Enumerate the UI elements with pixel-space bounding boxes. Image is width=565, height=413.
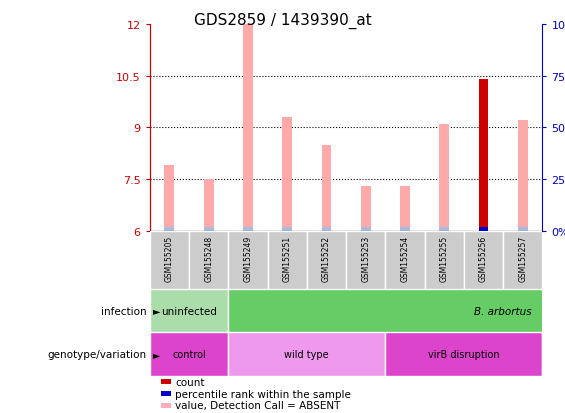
Text: virB disruption: virB disruption	[428, 349, 499, 359]
Text: GSM155256: GSM155256	[479, 235, 488, 282]
Text: GSM155255: GSM155255	[440, 235, 449, 282]
Text: GSM155254: GSM155254	[401, 235, 410, 282]
Bar	[440, 227, 449, 231]
Bar	[400, 227, 410, 231]
Text: GSM155251: GSM155251	[282, 235, 292, 281]
Text: genotype/variation: genotype/variation	[48, 349, 147, 359]
Bar	[164, 166, 174, 231]
Bar	[385, 332, 542, 376]
Text: GSM155248: GSM155248	[204, 235, 213, 281]
Bar	[228, 332, 385, 376]
Text: control: control	[172, 349, 206, 359]
Bar	[503, 231, 542, 289]
Bar	[150, 289, 228, 332]
Text: percentile rank within the sample: percentile rank within the sample	[175, 389, 351, 399]
Bar	[282, 118, 292, 231]
Bar	[204, 180, 214, 231]
Text: rank, Detection Call = ABSENT: rank, Detection Call = ABSENT	[175, 412, 336, 413]
Bar	[282, 227, 292, 231]
Text: wild type: wild type	[285, 349, 329, 359]
Bar	[361, 187, 371, 231]
Bar	[346, 231, 385, 289]
Text: value, Detection Call = ABSENT: value, Detection Call = ABSENT	[175, 400, 340, 410]
Bar	[400, 187, 410, 231]
Text: GSM155253: GSM155253	[361, 235, 370, 282]
Bar	[479, 80, 488, 231]
Text: GDS2859 / 1439390_at: GDS2859 / 1439390_at	[194, 13, 371, 29]
Bar	[307, 231, 346, 289]
Bar	[479, 227, 488, 231]
Text: GSM155205: GSM155205	[165, 235, 174, 282]
Bar	[228, 231, 268, 289]
Bar	[518, 227, 528, 231]
Text: uninfected: uninfected	[161, 306, 217, 316]
Bar	[243, 227, 253, 231]
Bar	[361, 227, 371, 231]
Bar	[385, 231, 425, 289]
Bar	[425, 231, 464, 289]
Bar	[321, 227, 331, 231]
Text: count: count	[175, 377, 205, 387]
Bar	[268, 231, 307, 289]
Text: B. arbortus: B. arbortus	[475, 306, 532, 316]
Bar	[518, 121, 528, 231]
Bar	[542, 332, 565, 376]
Text: infection: infection	[101, 306, 147, 316]
Text: ►: ►	[153, 306, 160, 316]
Text: GSM155249: GSM155249	[244, 235, 253, 282]
Bar	[204, 227, 214, 231]
Bar	[150, 231, 189, 289]
Text: GSM155257: GSM155257	[518, 235, 527, 282]
Bar	[243, 25, 253, 231]
Bar	[189, 231, 228, 289]
Bar	[164, 227, 174, 231]
Bar	[321, 145, 331, 231]
Bar	[150, 332, 228, 376]
Bar	[464, 231, 503, 289]
Bar	[440, 125, 449, 231]
Text: GSM155252: GSM155252	[322, 235, 331, 281]
Text: ►: ►	[153, 349, 160, 359]
